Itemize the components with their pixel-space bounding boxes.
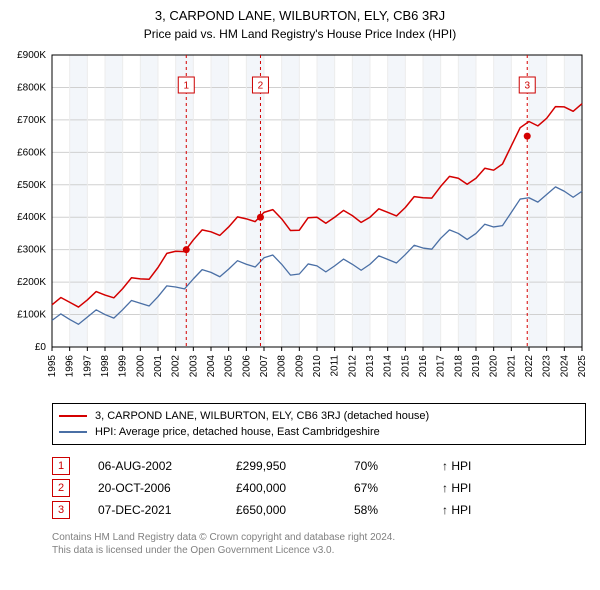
transaction-date: 07-DEC-2021	[98, 503, 208, 517]
x-tick-label: 2024	[559, 355, 570, 378]
legend-swatch	[59, 415, 87, 417]
y-tick-label: £900K	[17, 50, 46, 61]
title-line1: 3, CARPOND LANE, WILBURTON, ELY, CB6 3RJ	[8, 8, 592, 23]
price-chart: £0 £100K £200K £300K £400K £500K £600K £700K £80…	[8, 47, 592, 397]
transaction-price: £650,000	[236, 503, 326, 517]
legend-label: 3, CARPOND LANE, WILBURTON, ELY, CB6 3RJ…	[95, 410, 429, 422]
legend-swatch	[59, 431, 87, 433]
x-tick-label: 2003	[188, 355, 199, 378]
x-tick-label: 2005	[224, 355, 235, 378]
transaction-row: 2 20-OCT-2006 £400,000 67% ↑ HPI	[52, 477, 572, 499]
transaction-price: £400,000	[236, 481, 326, 495]
transaction-date: 20-OCT-2006	[98, 481, 208, 495]
legend-row: HPI: Average price, detached house, East…	[59, 424, 579, 440]
transaction-row: 3 07-DEC-2021 £650,000 58% ↑ HPI	[52, 499, 572, 521]
x-tick-label: 2002	[171, 355, 182, 378]
x-tick-label: 2021	[506, 355, 517, 378]
x-tick-label: 2017	[436, 355, 447, 378]
y-tick-label: £500K	[17, 180, 46, 191]
x-tick-label: 1999	[118, 355, 129, 378]
sale-marker-label: 1	[183, 81, 189, 92]
x-tick-label: 2000	[135, 355, 146, 378]
transaction-pct: 70%	[354, 459, 414, 473]
x-tick-label: 1996	[65, 355, 76, 378]
sale-marker-label: 2	[258, 81, 264, 92]
legend-label: HPI: Average price, detached house, East…	[95, 426, 380, 438]
transaction-row: 1 06-AUG-2002 £299,950 70% ↑ HPI	[52, 455, 572, 477]
transaction-date: 06-AUG-2002	[98, 459, 208, 473]
footnote-line1: Contains HM Land Registry data © Crown c…	[52, 532, 395, 543]
y-tick-label: £700K	[17, 115, 46, 126]
y-tick-label: £300K	[17, 245, 46, 256]
x-tick-label: 2018	[453, 355, 464, 378]
transactions-table: 1 06-AUG-2002 £299,950 70% ↑ HPI 2 20-OCT-2006…	[52, 455, 572, 521]
y-tick-label: £800K	[17, 82, 46, 93]
transaction-vs-hpi: ↑ HPI	[442, 503, 471, 517]
x-tick-label: 1995	[47, 355, 58, 378]
x-tick-label: 2009	[294, 355, 305, 378]
transaction-index-box: 2	[52, 479, 70, 497]
sale-marker-label: 3	[524, 81, 530, 92]
x-tick-label: 2013	[365, 355, 376, 378]
x-tick-label: 2004	[206, 355, 217, 378]
transaction-index-box: 3	[52, 501, 70, 519]
x-tick-label: 2016	[418, 355, 429, 378]
footnote-line2: This data is licensed under the Open Gov…	[52, 545, 334, 556]
x-tick-label: 2006	[241, 355, 252, 378]
x-tick-label: 1998	[100, 355, 111, 378]
transaction-pct: 58%	[354, 503, 414, 517]
footnote: Contains HM Land Registry data © Crown c…	[52, 531, 572, 557]
x-tick-label: 2015	[400, 355, 411, 378]
y-tick-label: £400K	[17, 212, 46, 223]
y-tick-label: £600K	[17, 147, 46, 158]
x-tick-label: 2014	[383, 355, 394, 378]
x-tick-label: 2007	[259, 355, 270, 378]
x-tick-label: 2008	[277, 355, 288, 378]
transaction-index-box: 1	[52, 457, 70, 475]
title-line2: Price paid vs. HM Land Registry's House …	[8, 27, 592, 41]
x-tick-label: 2010	[312, 355, 323, 378]
x-tick-label: 1997	[82, 355, 93, 378]
legend-row: 3, CARPOND LANE, WILBURTON, ELY, CB6 3RJ…	[59, 408, 579, 424]
y-tick-label: £0	[35, 342, 47, 353]
x-tick-label: 2019	[471, 355, 482, 378]
legend: 3, CARPOND LANE, WILBURTON, ELY, CB6 3RJ…	[52, 403, 586, 445]
y-tick-label: £200K	[17, 277, 46, 288]
x-tick-label: 2023	[542, 355, 553, 378]
transaction-vs-hpi: ↑ HPI	[442, 481, 471, 495]
transaction-pct: 67%	[354, 481, 414, 495]
y-tick-label: £100K	[17, 310, 46, 321]
x-tick-label: 2020	[489, 355, 500, 378]
x-tick-label: 2025	[577, 355, 588, 378]
transaction-price: £299,950	[236, 459, 326, 473]
x-tick-label: 2011	[330, 355, 341, 377]
transaction-vs-hpi: ↑ HPI	[442, 459, 471, 473]
x-tick-label: 2001	[153, 355, 164, 378]
x-tick-label: 2022	[524, 355, 535, 378]
x-tick-label: 2012	[347, 355, 358, 378]
